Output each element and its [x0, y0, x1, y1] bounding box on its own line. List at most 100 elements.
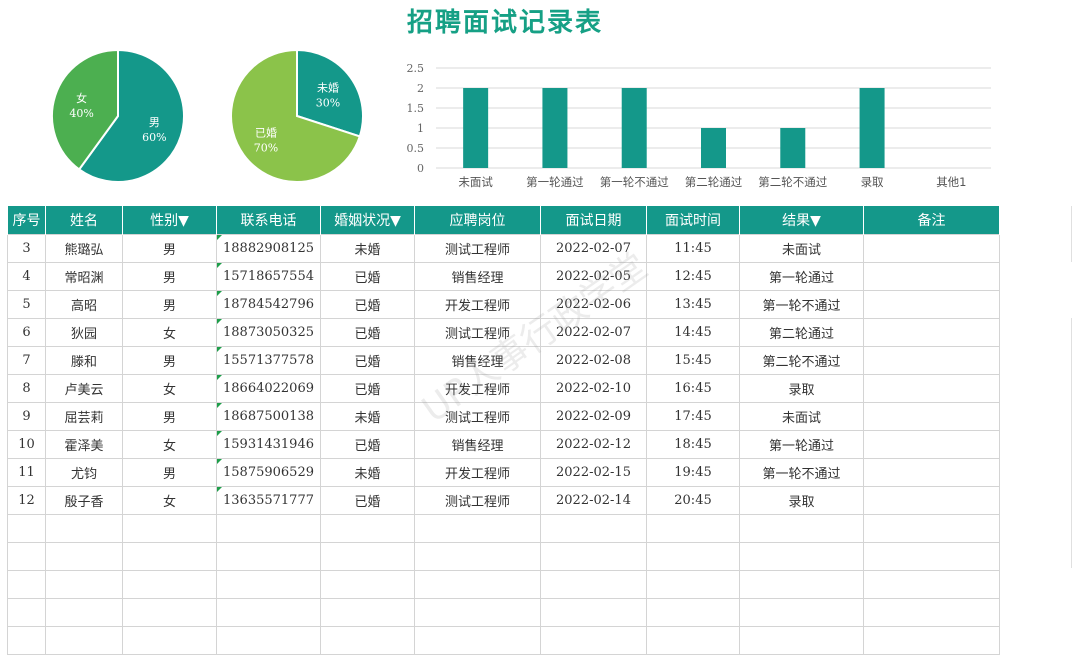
table-cell[interactable]: 3 [7, 234, 46, 263]
table-cell[interactable] [216, 570, 321, 599]
table-cell[interactable]: 17:45 [646, 402, 740, 431]
table-cell[interactable] [320, 514, 415, 543]
table-cell[interactable]: 女 [122, 430, 217, 459]
table-cell[interactable] [646, 542, 740, 571]
table-cell[interactable]: 熊璐弘 [45, 234, 123, 263]
table-cell[interactable]: 6 [7, 318, 46, 347]
table-cell[interactable] [646, 570, 740, 599]
table-cell[interactable] [646, 598, 740, 627]
table-cell[interactable]: 12 [7, 486, 46, 515]
table-cell[interactable] [414, 514, 541, 543]
table-cell[interactable] [646, 514, 740, 543]
table-cell[interactable]: 2022-02-08 [540, 346, 647, 375]
table-cell[interactable] [540, 626, 647, 655]
table-cell[interactable]: 男 [122, 402, 217, 431]
table-cell[interactable] [863, 598, 1000, 627]
table-cell[interactable]: 9 [7, 402, 46, 431]
table-cell[interactable]: 15:45 [646, 346, 740, 375]
table-cell[interactable] [122, 514, 217, 543]
table-cell[interactable] [646, 626, 740, 655]
table-cell[interactable]: 2022-02-12 [540, 430, 647, 459]
table-cell[interactable]: 7 [7, 346, 46, 375]
table-cell[interactable] [863, 430, 1000, 459]
table-cell[interactable]: 2022-02-09 [540, 402, 647, 431]
table-cell[interactable]: 狄园 [45, 318, 123, 347]
table-cell[interactable]: 5 [7, 290, 46, 319]
table-cell[interactable] [45, 598, 123, 627]
table-cell[interactable]: 销售经理 [414, 262, 541, 291]
table-cell[interactable]: 测试工程师 [414, 234, 541, 263]
table-cell[interactable] [414, 598, 541, 627]
table-cell[interactable]: 15931431946 [216, 430, 321, 459]
column-header[interactable]: 结果▼ [739, 206, 864, 235]
table-cell[interactable] [45, 626, 123, 655]
table-cell[interactable]: 13635571777 [216, 486, 321, 515]
table-cell[interactable]: 男 [122, 290, 217, 319]
table-cell[interactable]: 录取 [739, 486, 864, 515]
table-cell[interactable] [540, 542, 647, 571]
table-cell[interactable]: 高昭 [45, 290, 123, 319]
table-cell[interactable] [540, 598, 647, 627]
table-cell[interactable] [863, 318, 1000, 347]
table-cell[interactable]: 尤钧 [45, 458, 123, 487]
table-cell[interactable] [7, 598, 46, 627]
table-cell[interactable]: 未婚 [320, 402, 415, 431]
table-cell[interactable] [45, 542, 123, 571]
table-cell[interactable] [540, 570, 647, 599]
table-cell[interactable]: 2022-02-07 [540, 318, 647, 347]
column-header[interactable]: 性别▼ [122, 206, 217, 235]
table-cell[interactable]: 测试工程师 [414, 402, 541, 431]
table-cell[interactable]: 录取 [739, 374, 864, 403]
table-cell[interactable] [122, 598, 217, 627]
table-cell[interactable] [739, 542, 864, 571]
table-cell[interactable]: 2022-02-05 [540, 262, 647, 291]
table-cell[interactable] [320, 626, 415, 655]
table-cell[interactable]: 未面试 [739, 234, 864, 263]
table-cell[interactable]: 男 [122, 262, 217, 291]
table-cell[interactable]: 已婚 [320, 290, 415, 319]
table-cell[interactable]: 殷子香 [45, 486, 123, 515]
table-cell[interactable]: 已婚 [320, 486, 415, 515]
table-cell[interactable] [863, 402, 1000, 431]
table-cell[interactable]: 18:45 [646, 430, 740, 459]
table-cell[interactable]: 20:45 [646, 486, 740, 515]
table-cell[interactable]: 未面试 [739, 402, 864, 431]
table-cell[interactable]: 10 [7, 430, 46, 459]
table-cell[interactable]: 2022-02-15 [540, 458, 647, 487]
table-cell[interactable]: 已婚 [320, 430, 415, 459]
table-cell[interactable] [863, 346, 1000, 375]
table-cell[interactable]: 15875906529 [216, 458, 321, 487]
table-cell[interactable]: 18882908125 [216, 234, 321, 263]
table-cell[interactable]: 男 [122, 458, 217, 487]
table-cell[interactable] [216, 542, 321, 571]
table-cell[interactable]: 未婚 [320, 234, 415, 263]
table-cell[interactable] [863, 458, 1000, 487]
table-cell[interactable]: 2022-02-14 [540, 486, 647, 515]
table-cell[interactable]: 2022-02-07 [540, 234, 647, 263]
table-cell[interactable] [863, 374, 1000, 403]
table-cell[interactable] [863, 234, 1000, 263]
table-cell[interactable] [863, 486, 1000, 515]
table-cell[interactable] [739, 570, 864, 599]
table-cell[interactable]: 8 [7, 374, 46, 403]
table-cell[interactable] [45, 570, 123, 599]
table-cell[interactable]: 15571377578 [216, 346, 321, 375]
table-cell[interactable]: 开发工程师 [414, 374, 541, 403]
table-cell[interactable]: 开发工程师 [414, 458, 541, 487]
table-cell[interactable]: 卢美云 [45, 374, 123, 403]
table-cell[interactable] [739, 598, 864, 627]
table-cell[interactable] [863, 514, 1000, 543]
table-cell[interactable]: 第一轮通过 [739, 430, 864, 459]
table-cell[interactable] [7, 514, 46, 543]
table-cell[interactable] [7, 570, 46, 599]
table-cell[interactable]: 15718657554 [216, 262, 321, 291]
column-header[interactable]: 婚姻状况▼ [320, 206, 415, 235]
table-cell[interactable]: 女 [122, 374, 217, 403]
table-cell[interactable] [739, 626, 864, 655]
table-cell[interactable] [863, 262, 1000, 291]
table-cell[interactable] [863, 542, 1000, 571]
table-cell[interactable]: 11 [7, 458, 46, 487]
table-cell[interactable]: 测试工程师 [414, 318, 541, 347]
table-cell[interactable]: 第二轮不通过 [739, 346, 864, 375]
table-cell[interactable]: 已婚 [320, 346, 415, 375]
